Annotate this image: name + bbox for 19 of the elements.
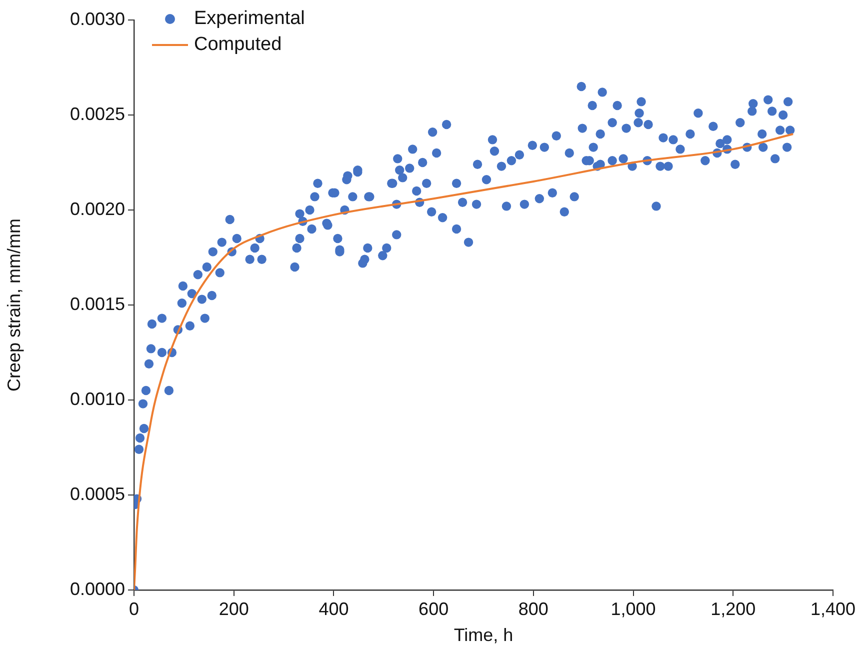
x-tick-label: 600 xyxy=(418,598,449,619)
legend-label: Experimental xyxy=(194,8,305,30)
x-tick-label: 1,400 xyxy=(810,598,856,619)
y-tick-label: 0.0030 xyxy=(70,8,125,29)
y-tick-label: 0.0015 xyxy=(70,294,125,314)
y-tick-label: 0.0000 xyxy=(70,578,125,599)
y-tick-label: 0.0010 xyxy=(70,388,125,409)
x-tick-label: 800 xyxy=(518,598,548,619)
legend-label: Computed xyxy=(194,34,282,56)
x-tick-label: 1,200 xyxy=(710,598,756,619)
y-tick-label: 0.0020 xyxy=(70,198,125,219)
x-tick-label: 400 xyxy=(318,598,349,619)
y-tick-label: 0.0025 xyxy=(70,104,125,124)
y-axis-title: Creep strain, mm/mm xyxy=(4,218,24,392)
x-tick-label: 1,000 xyxy=(610,598,656,619)
y-tick-label: 0.0005 xyxy=(70,484,125,504)
x-axis-title: Time, h xyxy=(454,625,514,646)
x-tick-label: 200 xyxy=(218,598,249,619)
x-tick-label: 0 xyxy=(128,598,140,619)
